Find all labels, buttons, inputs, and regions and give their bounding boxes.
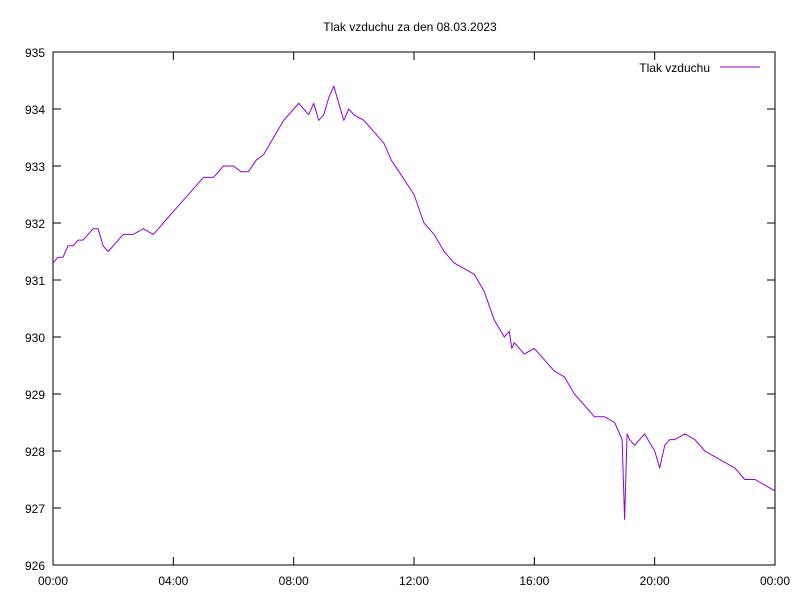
x-tick-label: 04:00 — [158, 574, 188, 588]
y-tick-label: 928 — [25, 445, 45, 459]
y-tick-label: 930 — [25, 331, 45, 345]
y-tick-label: 935 — [25, 46, 45, 60]
x-tick-label: 16:00 — [519, 574, 549, 588]
y-tick-label: 934 — [25, 103, 45, 117]
chart-title: Tlak vzduchu za den 08.03.2023 — [323, 20, 497, 34]
x-tick-label: 12:00 — [399, 574, 429, 588]
y-tick-label: 926 — [25, 559, 45, 573]
series-line-tlak-vzduchu — [52, 85, 776, 520]
axes: 926 927 928 929 930 931 932 933 934 935 00:00 04:00… — [25, 46, 790, 588]
y-tick-label: 929 — [25, 388, 45, 402]
y-tick-label: 927 — [25, 502, 45, 516]
y-tick-label: 932 — [25, 217, 45, 231]
y-tick-label: 931 — [25, 274, 45, 288]
series-group — [52, 85, 776, 520]
y-tick-label: 933 — [25, 160, 45, 174]
x-tick-label: 00:00 — [760, 574, 790, 588]
plot-border — [52, 51, 776, 566]
x-tick-label: 00:00 — [38, 574, 68, 588]
x-tick-label: 08:00 — [279, 574, 309, 588]
legend: Tlak vzduchu — [639, 61, 760, 75]
x-tick-label: 20:00 — [640, 574, 670, 588]
legend-label-tlak-vzduchu: Tlak vzduchu — [639, 61, 710, 75]
